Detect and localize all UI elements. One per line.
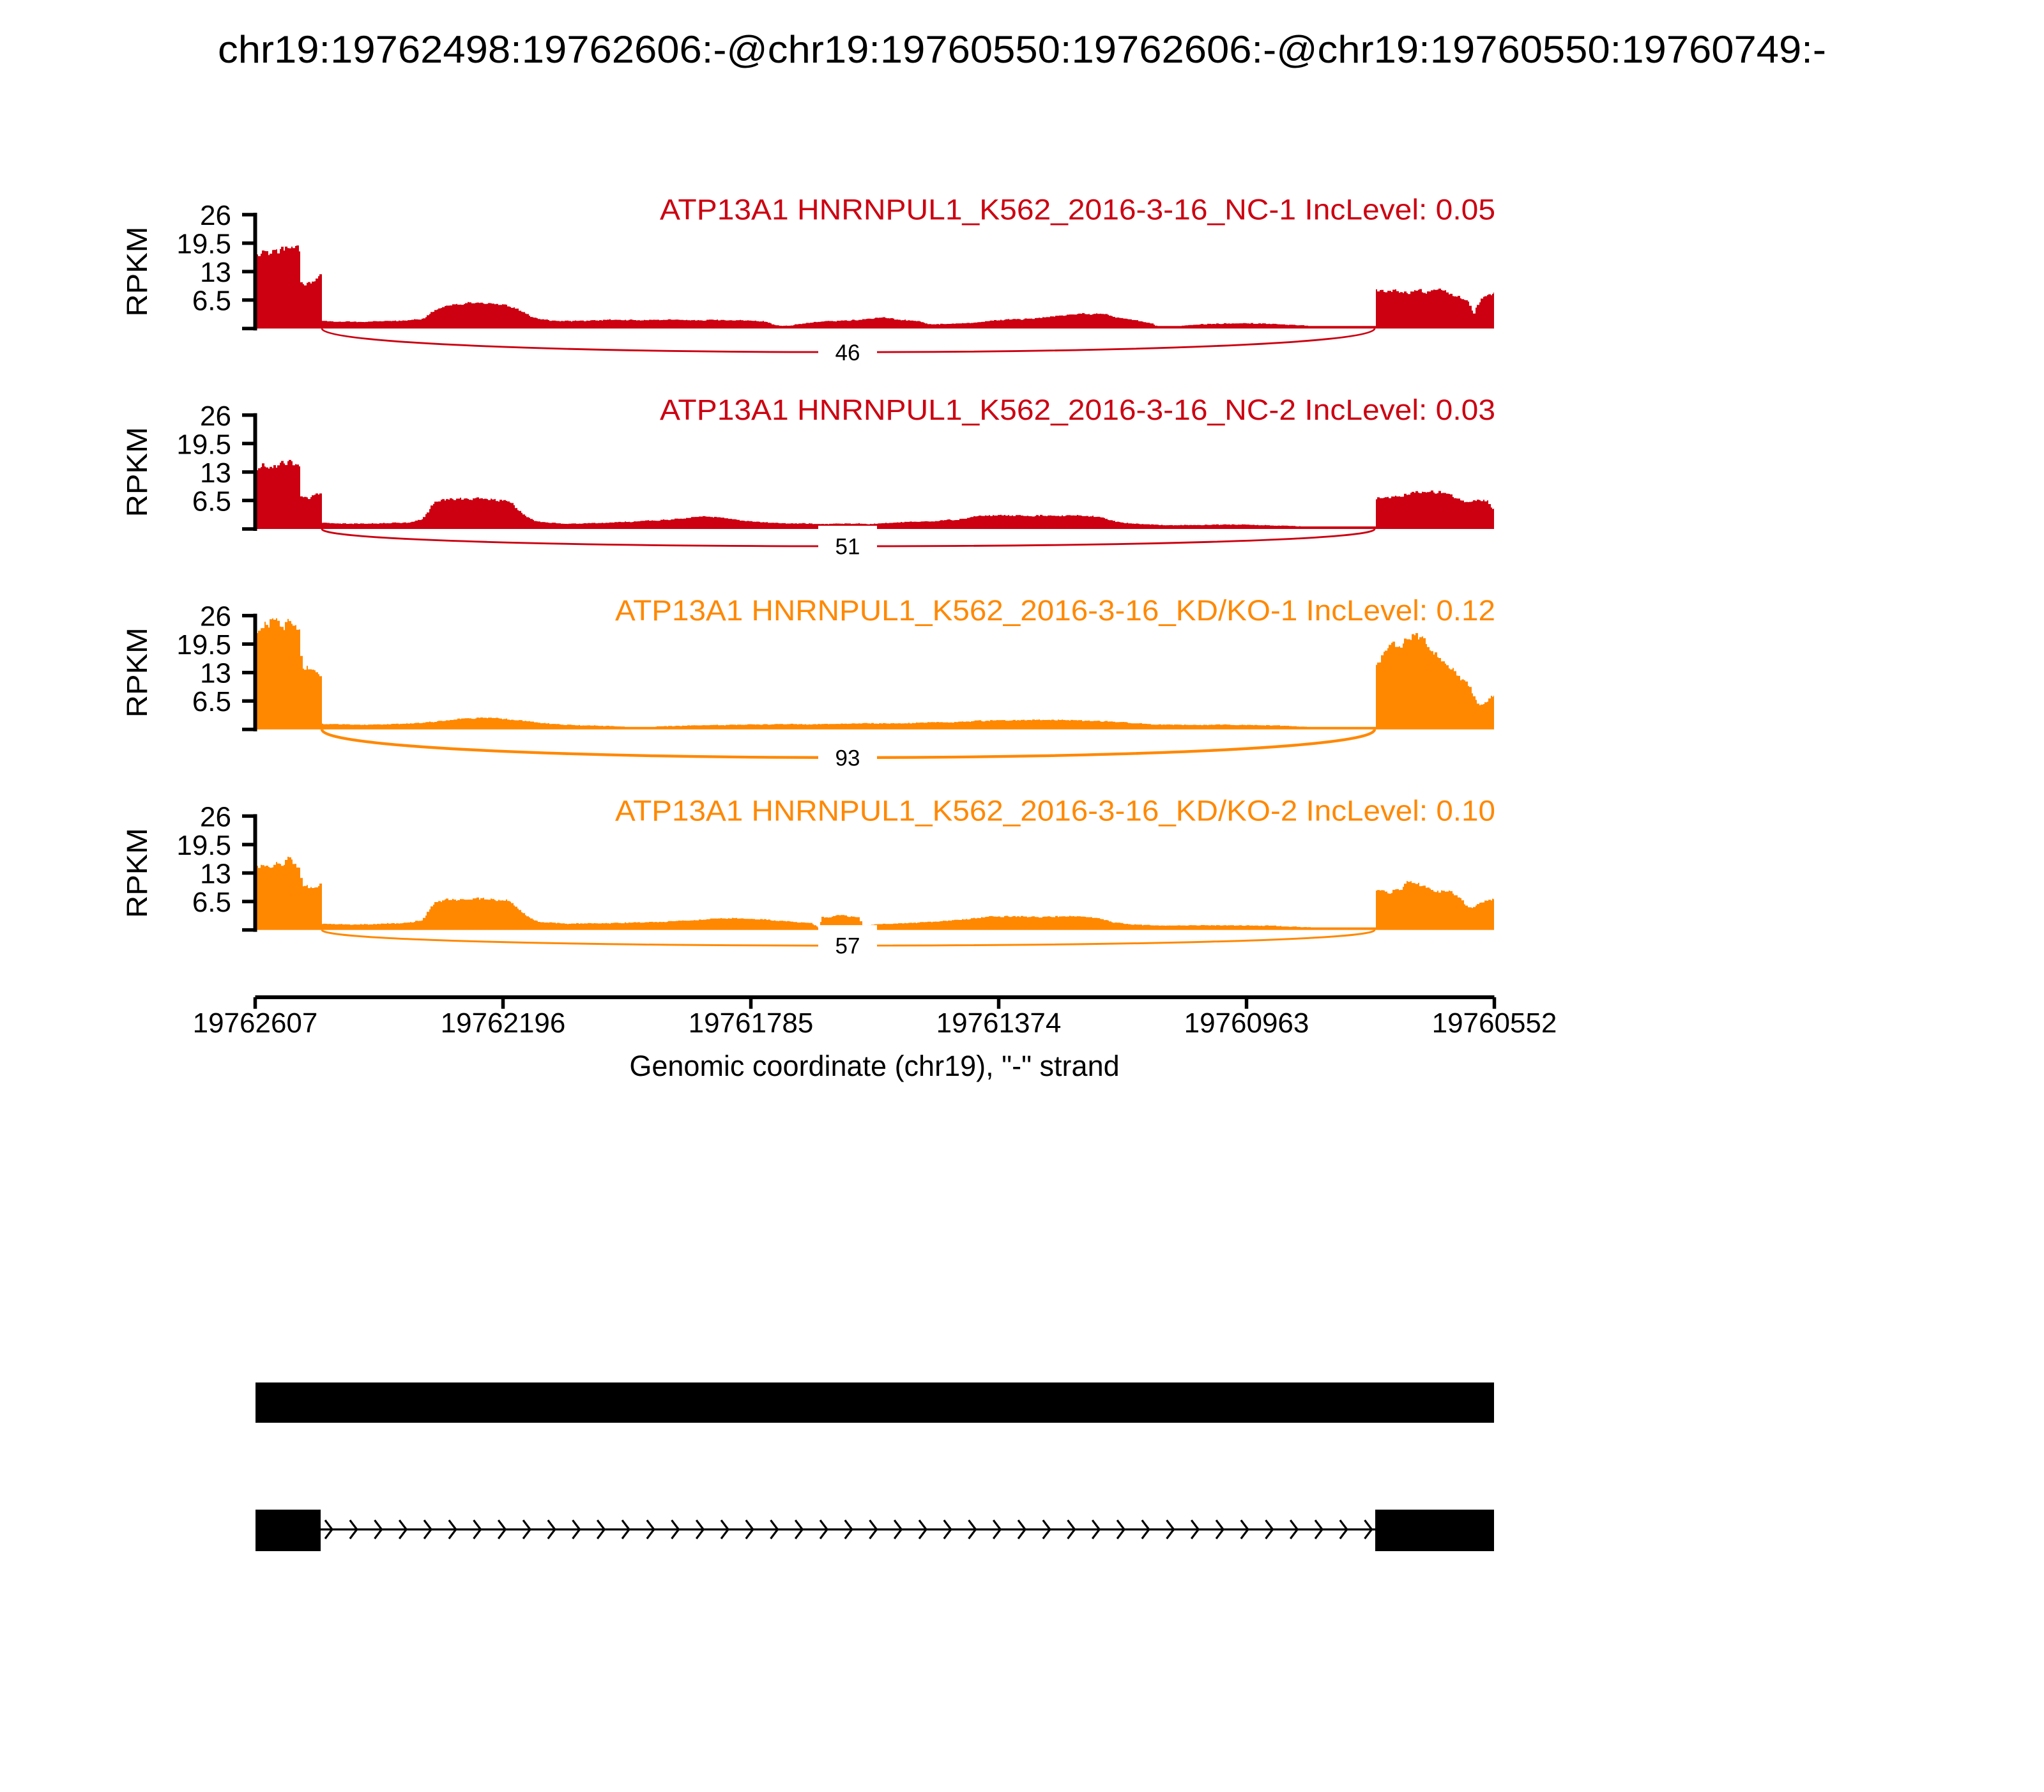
svg-text:RPKM: RPKM bbox=[121, 627, 153, 717]
svg-text:26: 26 bbox=[200, 200, 231, 231]
svg-text:Genomic coordinate (chr19), "-: Genomic coordinate (chr19), "-" strand bbox=[629, 1050, 1119, 1082]
svg-text:19760963: 19760963 bbox=[1184, 1007, 1309, 1039]
svg-text:13: 13 bbox=[200, 257, 231, 288]
svg-text:19.5: 19.5 bbox=[176, 830, 231, 861]
svg-text:51: 51 bbox=[835, 535, 860, 560]
svg-text:93: 93 bbox=[835, 746, 860, 770]
svg-text:ATP13A1 HNRNPUL1_K562_2016-3-1: ATP13A1 HNRNPUL1_K562_2016-3-16_NC-2 Inc… bbox=[660, 394, 1495, 426]
svg-text:13: 13 bbox=[200, 859, 231, 890]
svg-text:chr19:19762498:19762606:-@chr1: chr19:19762498:19762606:-@chr19:19760550… bbox=[218, 28, 1826, 71]
svg-text:RPKM: RPKM bbox=[121, 427, 153, 517]
svg-text:ATP13A1 HNRNPUL1_K562_2016-3-1: ATP13A1 HNRNPUL1_K562_2016-3-16_KD/KO-1 … bbox=[615, 594, 1495, 627]
svg-text:ATP13A1 HNRNPUL1_K562_2016-3-1: ATP13A1 HNRNPUL1_K562_2016-3-16_NC-1 Inc… bbox=[660, 193, 1495, 226]
svg-text:57: 57 bbox=[835, 934, 860, 959]
svg-text:6.5: 6.5 bbox=[192, 286, 231, 317]
svg-text:19.5: 19.5 bbox=[176, 229, 231, 260]
svg-text:26: 26 bbox=[200, 601, 231, 632]
svg-text:13: 13 bbox=[200, 457, 231, 489]
svg-text:19.5: 19.5 bbox=[176, 629, 231, 661]
svg-text:19760552: 19760552 bbox=[1432, 1007, 1557, 1039]
svg-text:RPKM: RPKM bbox=[121, 828, 153, 918]
svg-text:ATP13A1 HNRNPUL1_K562_2016-3-1: ATP13A1 HNRNPUL1_K562_2016-3-16_KD/KO-2 … bbox=[615, 795, 1495, 827]
svg-text:6.5: 6.5 bbox=[192, 887, 231, 918]
svg-text:19761374: 19761374 bbox=[936, 1007, 1062, 1039]
svg-text:19762607: 19762607 bbox=[193, 1007, 318, 1039]
svg-text:RPKM: RPKM bbox=[121, 227, 153, 317]
svg-text:6.5: 6.5 bbox=[192, 686, 231, 717]
svg-text:6.5: 6.5 bbox=[192, 486, 231, 517]
svg-text:19762196: 19762196 bbox=[441, 1007, 566, 1039]
svg-text:26: 26 bbox=[200, 401, 231, 432]
svg-text:26: 26 bbox=[200, 801, 231, 832]
svg-text:46: 46 bbox=[835, 341, 860, 365]
svg-text:13: 13 bbox=[200, 658, 231, 689]
svg-text:19761785: 19761785 bbox=[689, 1007, 814, 1039]
svg-text:19.5: 19.5 bbox=[176, 429, 231, 460]
